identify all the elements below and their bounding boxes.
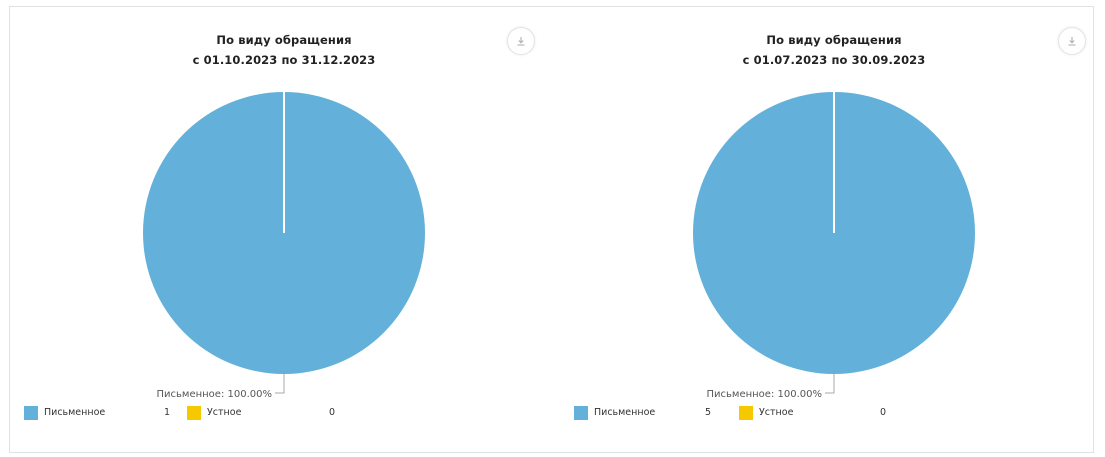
legend-label[interactable]: Устное: [207, 407, 242, 418]
pie-chart: Письменное: 100.00%: [693, 92, 975, 400]
download-button[interactable]: [1058, 27, 1086, 55]
chart-title: По виду обращения: [766, 33, 902, 47]
legend-swatch-ustnoe: [187, 406, 201, 420]
legend-swatch-ustnoe: [739, 406, 753, 420]
slice-label: Письменное: 100.00%: [707, 389, 823, 400]
legend: Письменное 1 Устное 0: [24, 406, 364, 422]
legend-value: 0: [880, 407, 887, 418]
legend-value: 5: [705, 407, 712, 418]
download-button[interactable]: [507, 27, 535, 55]
legend-swatch-pismennoe: [24, 406, 38, 420]
legend-value: 1: [164, 407, 171, 418]
chart-panel-q3: По виду обращения с 01.07.2023 по 30.09.…: [550, 0, 1100, 457]
legend-label[interactable]: Письменное: [44, 407, 106, 418]
download-icon: [1068, 37, 1076, 46]
legend-label[interactable]: Устное: [759, 407, 794, 418]
chart-subtitle: с 01.07.2023 по 30.09.2023: [742, 53, 926, 67]
slice-label-connector: [275, 374, 285, 394]
legend-swatch-pismennoe: [574, 406, 588, 420]
slice-label: Письменное: 100.00%: [157, 389, 273, 400]
chart-subtitle: с 01.10.2023 по 31.12.2023: [192, 53, 376, 67]
pie-chart: Письменное: 100.00%: [143, 92, 425, 400]
legend-label[interactable]: Письменное: [594, 407, 656, 418]
chart-panel-q4: По виду обращения с 01.10.2023 по 31.12.…: [0, 0, 550, 457]
slice-label-connector: [825, 374, 835, 394]
legend: Письменное 5 Устное 0: [574, 406, 914, 422]
download-icon: [517, 37, 525, 46]
legend-value: 0: [329, 407, 336, 418]
chart-title: По виду обращения: [216, 33, 352, 47]
